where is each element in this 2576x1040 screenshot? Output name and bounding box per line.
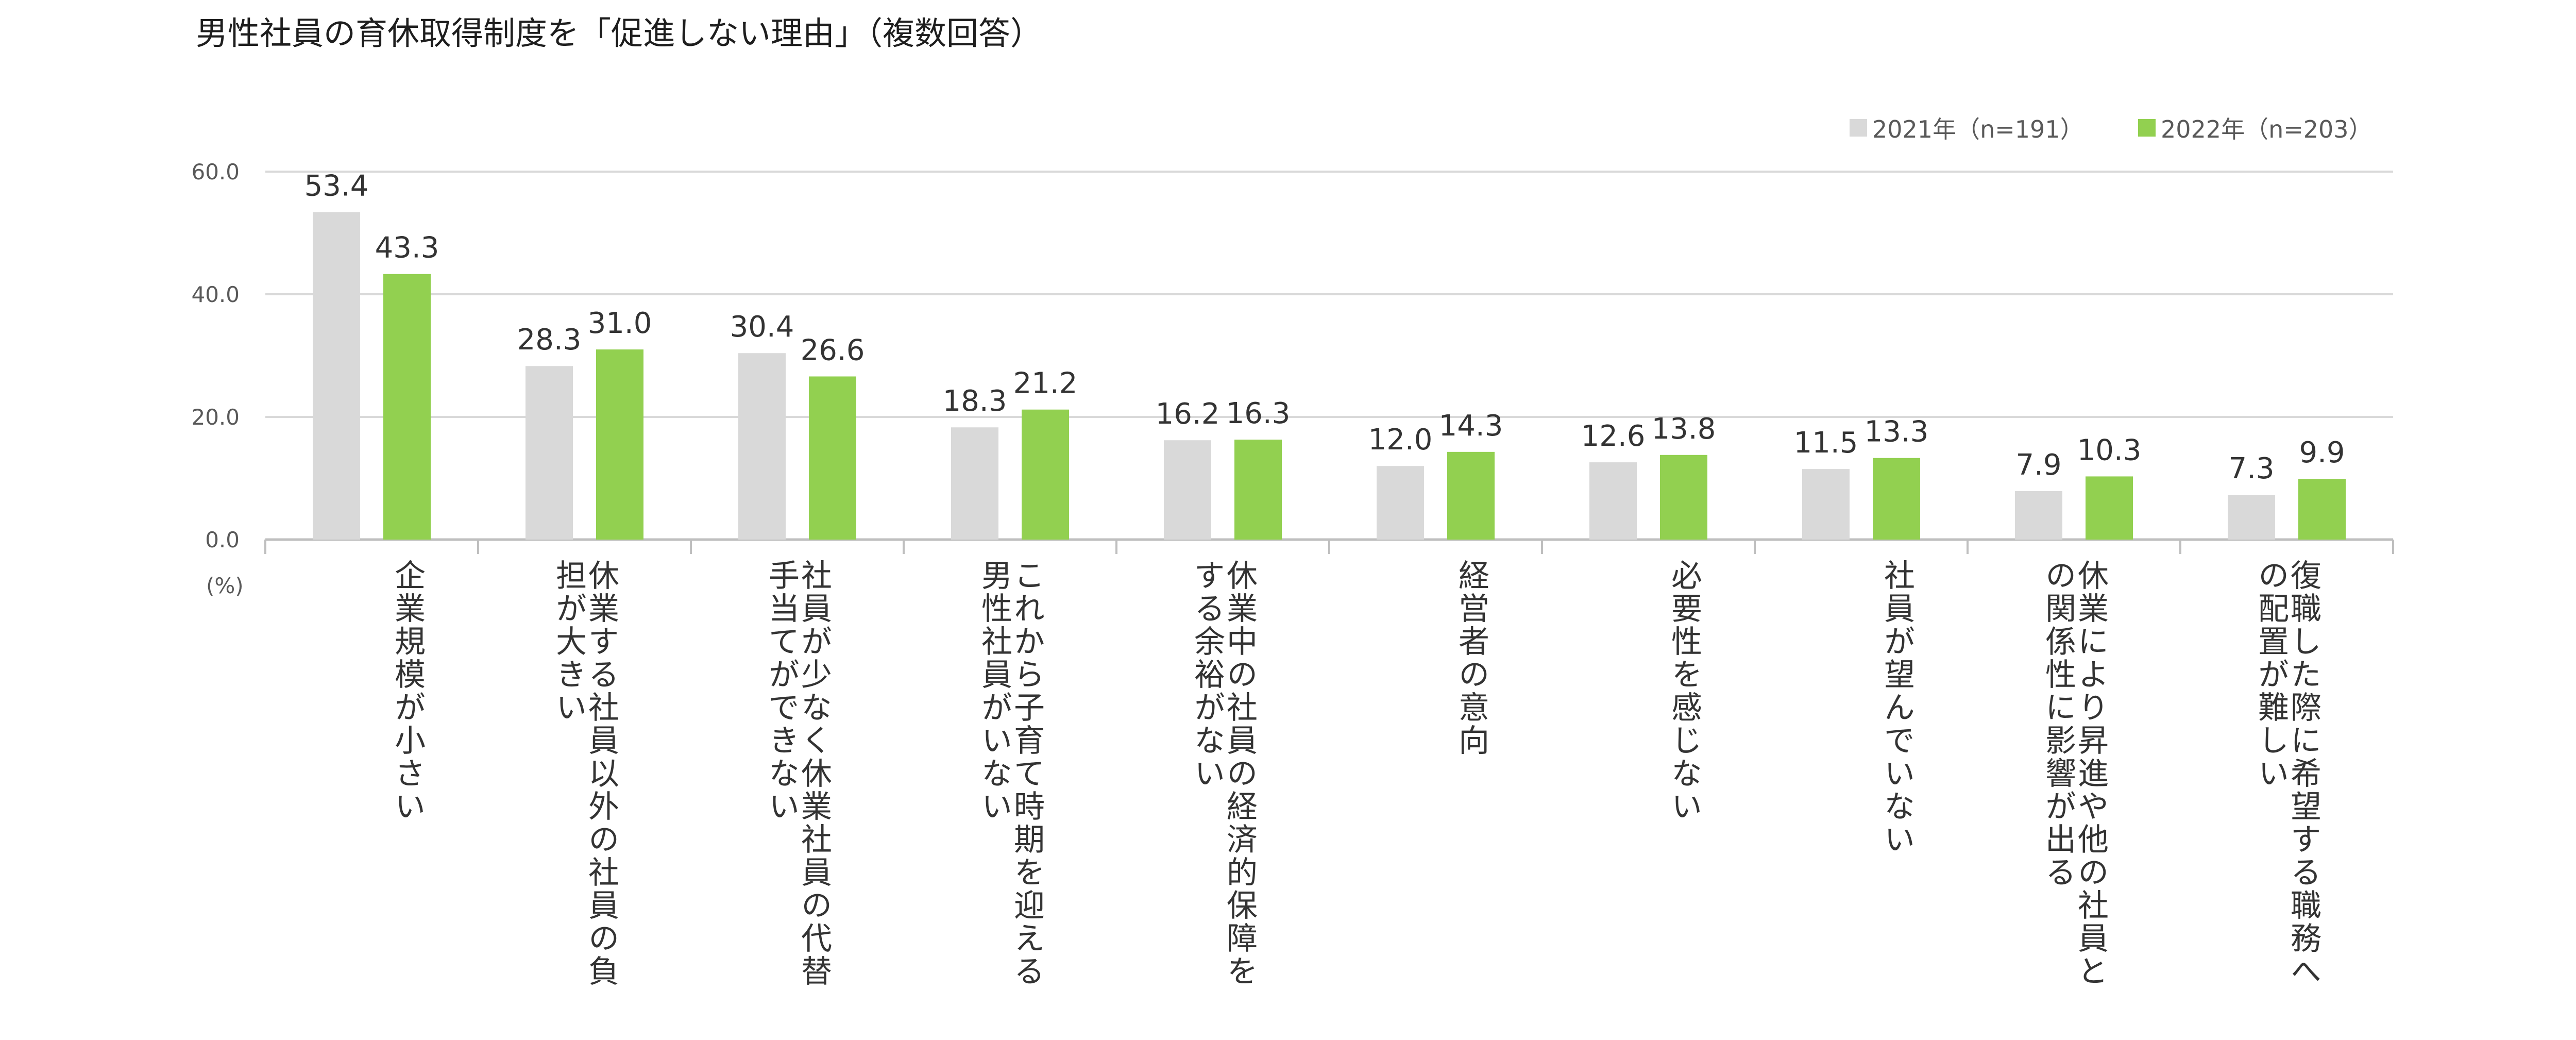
data-label-2021: 18.3 bbox=[943, 384, 1007, 418]
data-label-2021: 28.3 bbox=[517, 323, 582, 357]
data-label-2022: 31.0 bbox=[588, 307, 652, 340]
bar-2022 bbox=[1022, 409, 1069, 540]
data-label-2022: 43.3 bbox=[375, 231, 439, 265]
legend-label-2021: 2021年（n=191） bbox=[1872, 115, 2084, 143]
data-label-2022: 13.8 bbox=[1652, 412, 1716, 446]
category-label: 復職した際に希望する職務へ の配置が難しい bbox=[2252, 559, 2321, 988]
bar-2021 bbox=[1164, 440, 1211, 540]
bar-2021 bbox=[1802, 469, 1850, 540]
category-label: 休業中の社員の経済的保障を する余裕がない bbox=[1189, 559, 1258, 988]
y-tick-label: 60.0 bbox=[191, 159, 240, 184]
category-label: 企業規模が小さい bbox=[389, 559, 426, 823]
category-label: 休業する社員以外の社員の負 担が大きい bbox=[550, 559, 619, 988]
legend-swatch-2022 bbox=[2138, 119, 2156, 137]
category-label: 社員が望んでいない bbox=[1878, 559, 1915, 856]
data-label-2021: 7.3 bbox=[2228, 452, 2274, 485]
bar-2021 bbox=[951, 427, 998, 540]
bar-2021 bbox=[526, 366, 573, 540]
y-tick-label: 20.0 bbox=[191, 405, 240, 430]
bar-2021 bbox=[2015, 491, 2062, 540]
data-label-2021: 12.0 bbox=[1368, 423, 1433, 457]
data-label-2021: 12.6 bbox=[1581, 420, 1646, 453]
legend-item-2022: 2022年（n=203） bbox=[2138, 111, 2372, 145]
category-label: これから子育て時期を迎える 男性社員がいない bbox=[976, 559, 1045, 988]
bar-2022 bbox=[383, 274, 431, 540]
bar-2021 bbox=[313, 212, 360, 540]
legend-swatch-2021 bbox=[1850, 119, 1867, 137]
bar-2022 bbox=[1447, 451, 1495, 540]
bar-2022 bbox=[1873, 458, 1920, 540]
bar-2021 bbox=[2228, 495, 2275, 540]
data-label-2022: 13.3 bbox=[1865, 415, 1929, 449]
data-label-2022: 21.2 bbox=[1013, 367, 1078, 400]
chart-title: 男性社員の育休取得制度を「促進しない理由」（複数回答） bbox=[196, 14, 1043, 52]
bar-2022 bbox=[1234, 440, 1282, 540]
category-label: 社員が少なく休業社員の代替 手当てができない bbox=[763, 559, 832, 988]
data-label-2022: 10.3 bbox=[2077, 433, 2142, 467]
category-label: 必要性を感じない bbox=[1666, 559, 1702, 823]
bar-2022 bbox=[809, 376, 856, 540]
data-label-2022: 26.6 bbox=[801, 333, 865, 367]
legend-item-2021: 2021年（n=191） bbox=[1850, 111, 2084, 145]
data-label-2022: 16.3 bbox=[1226, 397, 1291, 430]
y-tick-label: 40.0 bbox=[191, 282, 240, 307]
data-label-2022: 14.3 bbox=[1439, 409, 1503, 443]
bar-2021 bbox=[1377, 466, 1424, 540]
data-label-2021: 53.4 bbox=[304, 170, 369, 203]
bar-2021 bbox=[738, 353, 786, 540]
bar-2022 bbox=[2086, 476, 2133, 540]
bar-2022 bbox=[596, 349, 643, 540]
legend-label-2022: 2022年（n=203） bbox=[2161, 115, 2372, 143]
data-label-2021: 7.9 bbox=[2015, 448, 2061, 482]
bar-2022 bbox=[1660, 455, 1707, 540]
bar-2022 bbox=[2298, 479, 2346, 540]
data-label-2021: 30.4 bbox=[730, 310, 794, 344]
bar-2021 bbox=[1589, 462, 1637, 540]
data-label-2021: 16.2 bbox=[1156, 397, 1220, 431]
category-label: 休業により昇進や他の社員と の関係性に影響が出る bbox=[2040, 559, 2109, 988]
data-label-2022: 9.9 bbox=[2299, 436, 2345, 469]
data-label-2021: 11.5 bbox=[1794, 426, 1858, 460]
y-axis-unit: (%) bbox=[206, 573, 244, 598]
category-label: 経営者の意向 bbox=[1453, 559, 1489, 757]
y-tick-label: 0.0 bbox=[205, 527, 240, 552]
